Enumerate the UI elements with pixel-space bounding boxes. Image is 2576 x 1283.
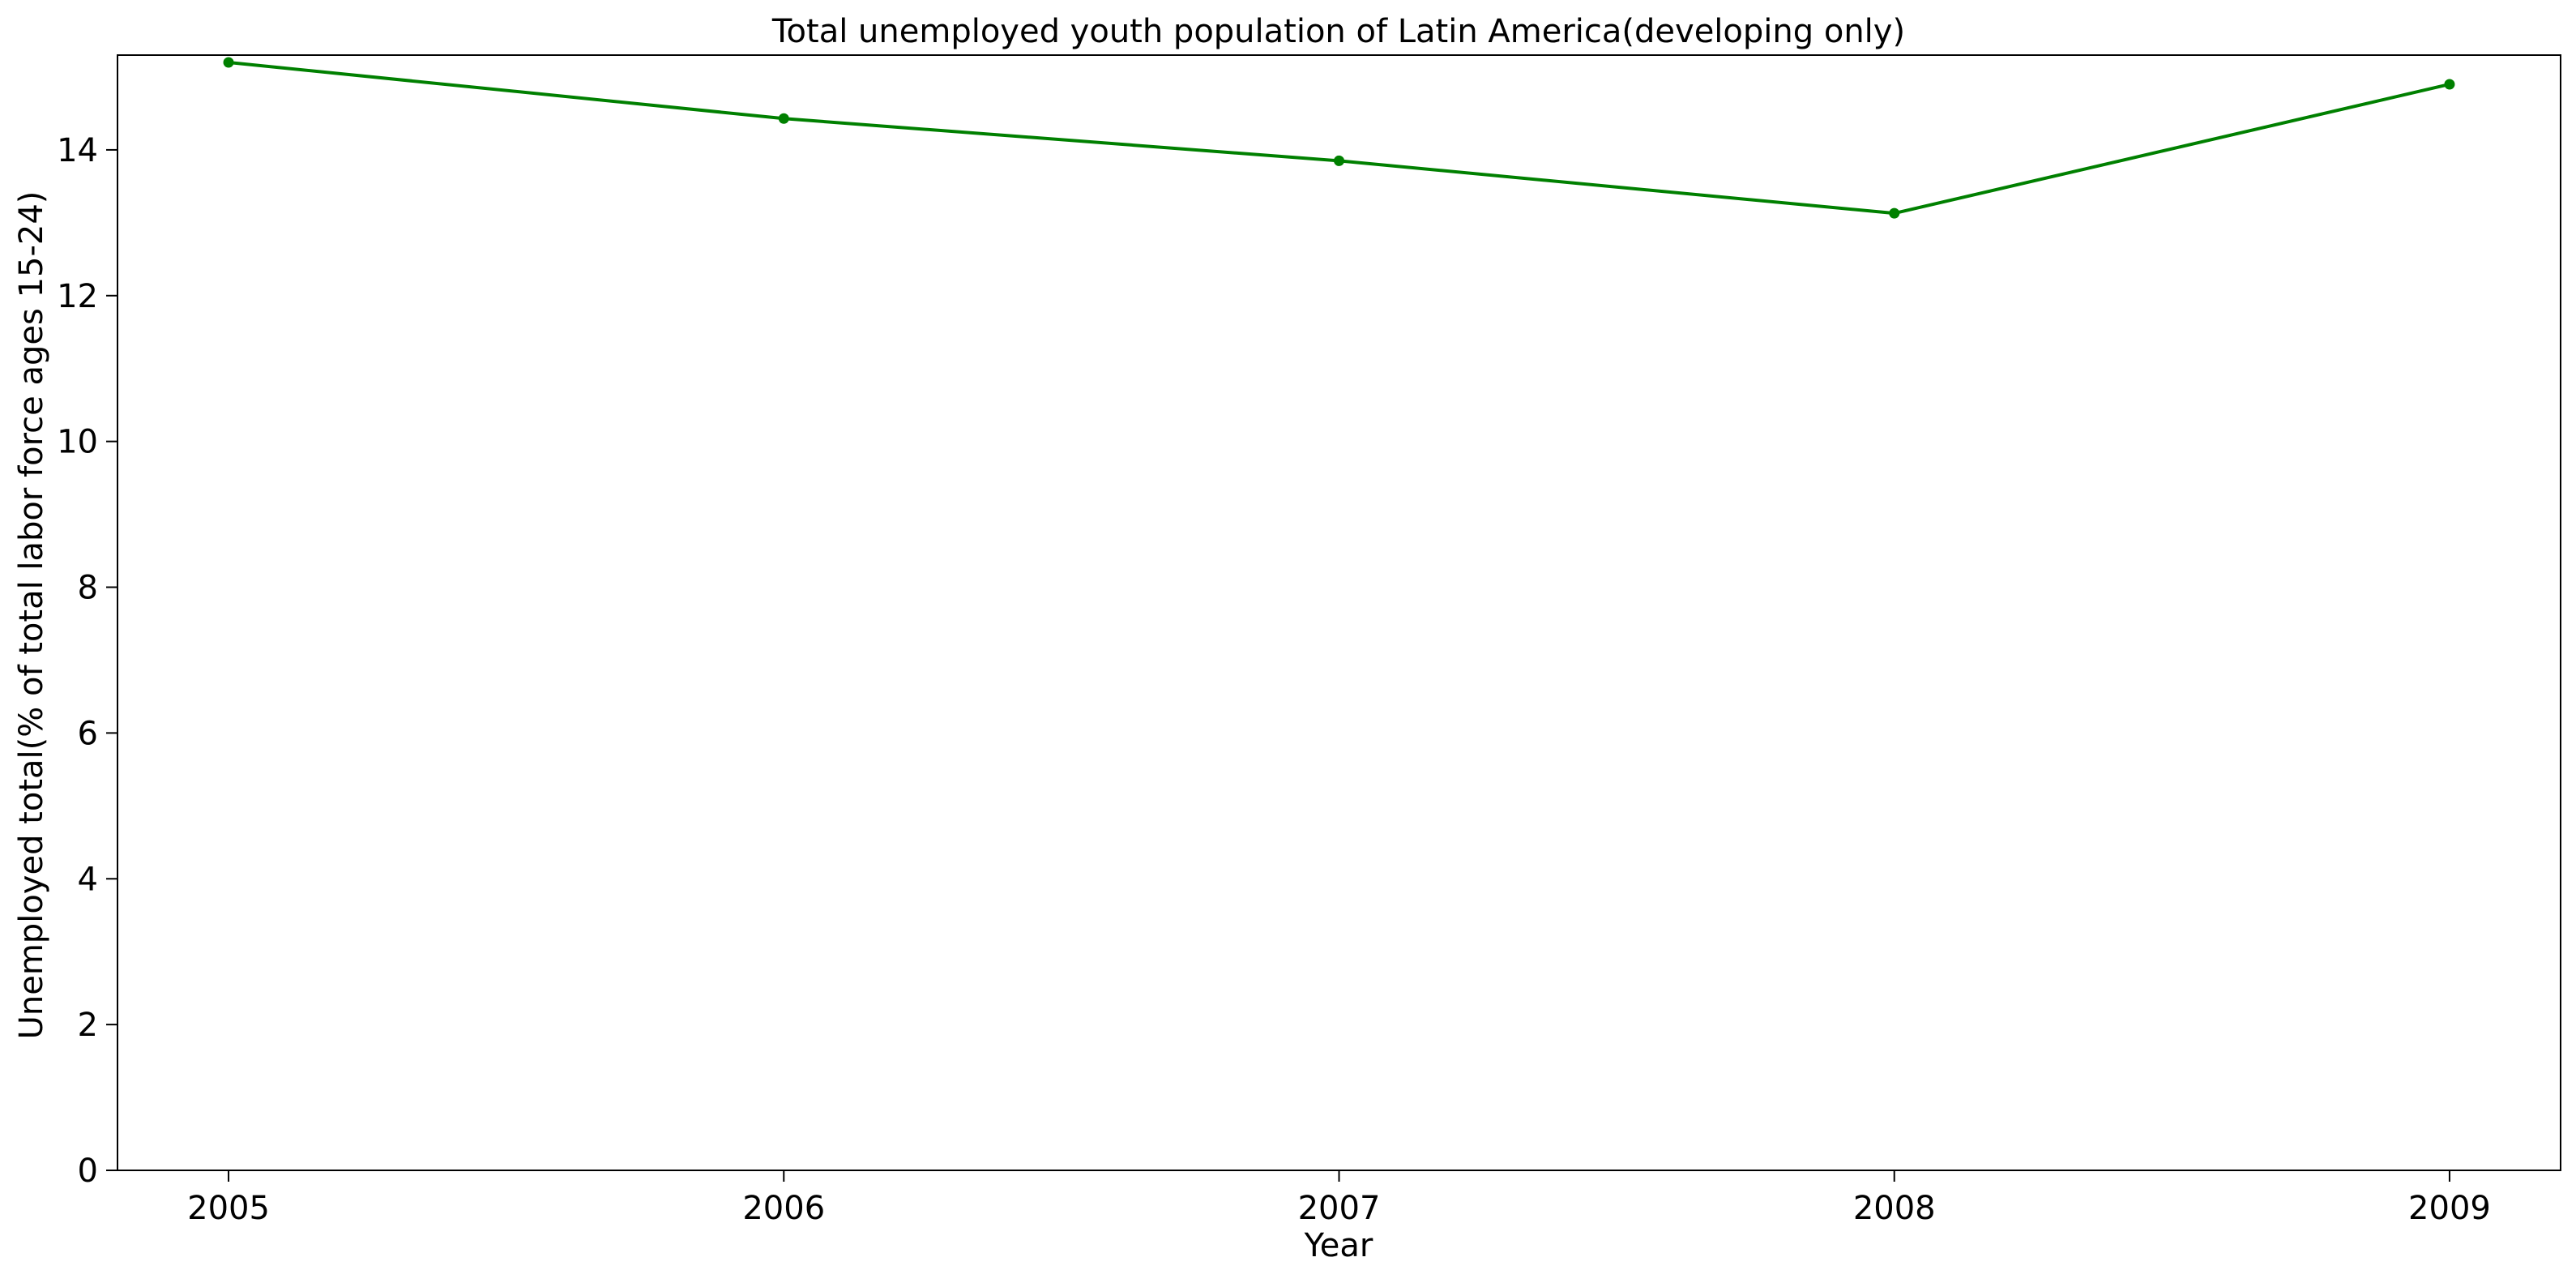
y-tick-label: 0 (78, 1153, 98, 1190)
x-tick-label: 2005 (187, 1190, 270, 1227)
y-tick-label: 12 (57, 278, 98, 315)
x-axis: 2005 2006 2007 2008 2009 (187, 1170, 2491, 1227)
series-layer (223, 57, 2455, 219)
data-point (1889, 207, 1900, 219)
y-axis-label: Unemployed total(% of total labor force … (13, 191, 50, 1040)
data-point (1334, 155, 1344, 166)
y-tick-label: 4 (78, 861, 98, 898)
y-tick-label: 2 (78, 1007, 98, 1044)
y-tick-label: 10 (57, 424, 98, 461)
y-tick-label: 8 (78, 570, 98, 607)
y-axis: 0 2 4 6 8 10 12 14 (57, 132, 117, 1190)
y-tick-label: 6 (78, 715, 98, 752)
y-tick-label: 14 (57, 132, 98, 169)
x-tick-label: 2007 (1298, 1190, 1381, 1227)
data-point (2444, 79, 2455, 90)
chart-title: Total unemployed youth population of Lat… (771, 13, 1905, 50)
x-axis-label: Year (1304, 1227, 1373, 1264)
x-tick-label: 2009 (2408, 1190, 2491, 1227)
data-point (778, 113, 789, 124)
x-tick-label: 2008 (1853, 1190, 1936, 1227)
x-tick-label: 2006 (742, 1190, 825, 1227)
data-point (223, 57, 234, 68)
